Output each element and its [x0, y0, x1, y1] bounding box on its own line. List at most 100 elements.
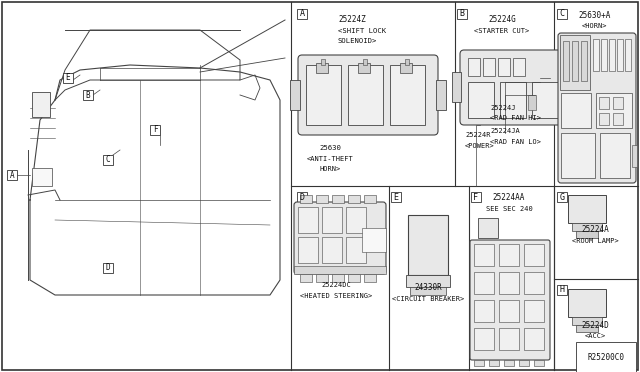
Bar	[363, 59, 367, 65]
Bar	[524, 244, 544, 266]
Bar	[474, 244, 494, 266]
Bar	[32, 92, 50, 117]
Bar	[364, 274, 376, 282]
Bar	[346, 237, 366, 263]
Text: <HORN>: <HORN>	[582, 23, 608, 29]
Bar	[599, 113, 609, 125]
Text: B: B	[86, 90, 90, 99]
Polygon shape	[498, 212, 504, 238]
Text: <ROOM LAMP>: <ROOM LAMP>	[572, 238, 618, 244]
Bar	[524, 300, 544, 322]
Bar	[358, 63, 370, 73]
Text: E: E	[394, 192, 399, 202]
Bar	[298, 207, 318, 233]
Bar	[601, 39, 607, 71]
Bar	[513, 58, 525, 76]
Bar	[346, 207, 366, 233]
Bar	[563, 41, 569, 81]
Text: R25200C0: R25200C0	[588, 353, 625, 362]
Text: <RAD FAN LO>: <RAD FAN LO>	[490, 139, 541, 145]
Bar	[499, 300, 519, 322]
Text: SOLENOID>: SOLENOID>	[338, 38, 378, 44]
Polygon shape	[606, 281, 614, 317]
Bar	[599, 97, 609, 109]
FancyBboxPatch shape	[460, 50, 600, 125]
Bar	[400, 63, 412, 73]
Bar	[452, 72, 461, 102]
Bar	[316, 195, 328, 203]
Bar	[483, 58, 495, 76]
Bar	[499, 328, 519, 350]
Bar	[316, 274, 328, 282]
Bar	[504, 360, 514, 366]
Bar	[564, 82, 590, 118]
Bar	[32, 168, 52, 186]
Text: C: C	[106, 155, 110, 164]
Bar	[348, 65, 383, 125]
Text: 25224D: 25224D	[581, 321, 609, 330]
Bar	[468, 58, 480, 76]
Text: H: H	[559, 285, 564, 295]
Bar	[294, 266, 386, 274]
Polygon shape	[568, 187, 614, 195]
FancyBboxPatch shape	[298, 55, 438, 135]
Bar	[568, 195, 606, 223]
Polygon shape	[606, 187, 614, 223]
Bar	[405, 59, 409, 65]
Bar	[532, 82, 558, 118]
Bar	[474, 328, 494, 350]
Bar	[471, 192, 481, 202]
Text: SEE SEC 240: SEE SEC 240	[486, 206, 532, 212]
Bar	[572, 317, 602, 325]
FancyBboxPatch shape	[294, 202, 386, 274]
Polygon shape	[448, 203, 458, 275]
Bar	[489, 360, 499, 366]
Bar	[528, 95, 536, 110]
Text: 25224R: 25224R	[465, 132, 490, 138]
Bar	[474, 272, 494, 294]
Bar	[83, 90, 93, 100]
Bar	[298, 237, 318, 263]
Bar	[557, 285, 567, 295]
Bar	[561, 133, 595, 178]
Text: <HEATED STEERING>: <HEATED STEERING>	[300, 293, 372, 299]
Text: 25224DC: 25224DC	[321, 282, 351, 288]
Text: B: B	[460, 10, 465, 19]
Bar	[599, 72, 608, 102]
Bar	[498, 58, 510, 76]
Bar	[63, 73, 73, 83]
Bar	[321, 59, 325, 65]
FancyBboxPatch shape	[470, 240, 550, 360]
Bar	[613, 113, 623, 125]
Bar	[560, 35, 590, 90]
Bar	[534, 360, 544, 366]
Bar	[332, 274, 344, 282]
Bar	[297, 9, 307, 19]
Text: 25224J: 25224J	[490, 105, 515, 111]
Polygon shape	[408, 203, 458, 215]
Bar	[519, 360, 529, 366]
Bar	[103, 155, 113, 165]
Bar	[617, 39, 623, 71]
Bar	[408, 215, 448, 275]
Bar	[500, 82, 526, 118]
Bar	[322, 207, 342, 233]
Polygon shape	[568, 281, 614, 289]
Text: <ANTI-THEFT: <ANTI-THEFT	[307, 156, 353, 162]
Text: D: D	[106, 263, 110, 273]
Bar	[300, 274, 312, 282]
Bar	[348, 274, 360, 282]
Bar	[576, 325, 598, 332]
Text: <POWER>: <POWER>	[465, 143, 495, 149]
Text: 25630: 25630	[319, 145, 341, 151]
Bar	[572, 41, 578, 81]
Text: G: G	[559, 192, 564, 202]
Bar	[306, 65, 341, 125]
Bar	[596, 93, 632, 128]
Text: A: A	[10, 170, 14, 180]
Bar	[625, 39, 631, 71]
Bar	[406, 275, 450, 287]
Bar	[332, 195, 344, 203]
Bar	[436, 80, 446, 110]
Text: <SHIFT LOCK: <SHIFT LOCK	[338, 28, 386, 34]
